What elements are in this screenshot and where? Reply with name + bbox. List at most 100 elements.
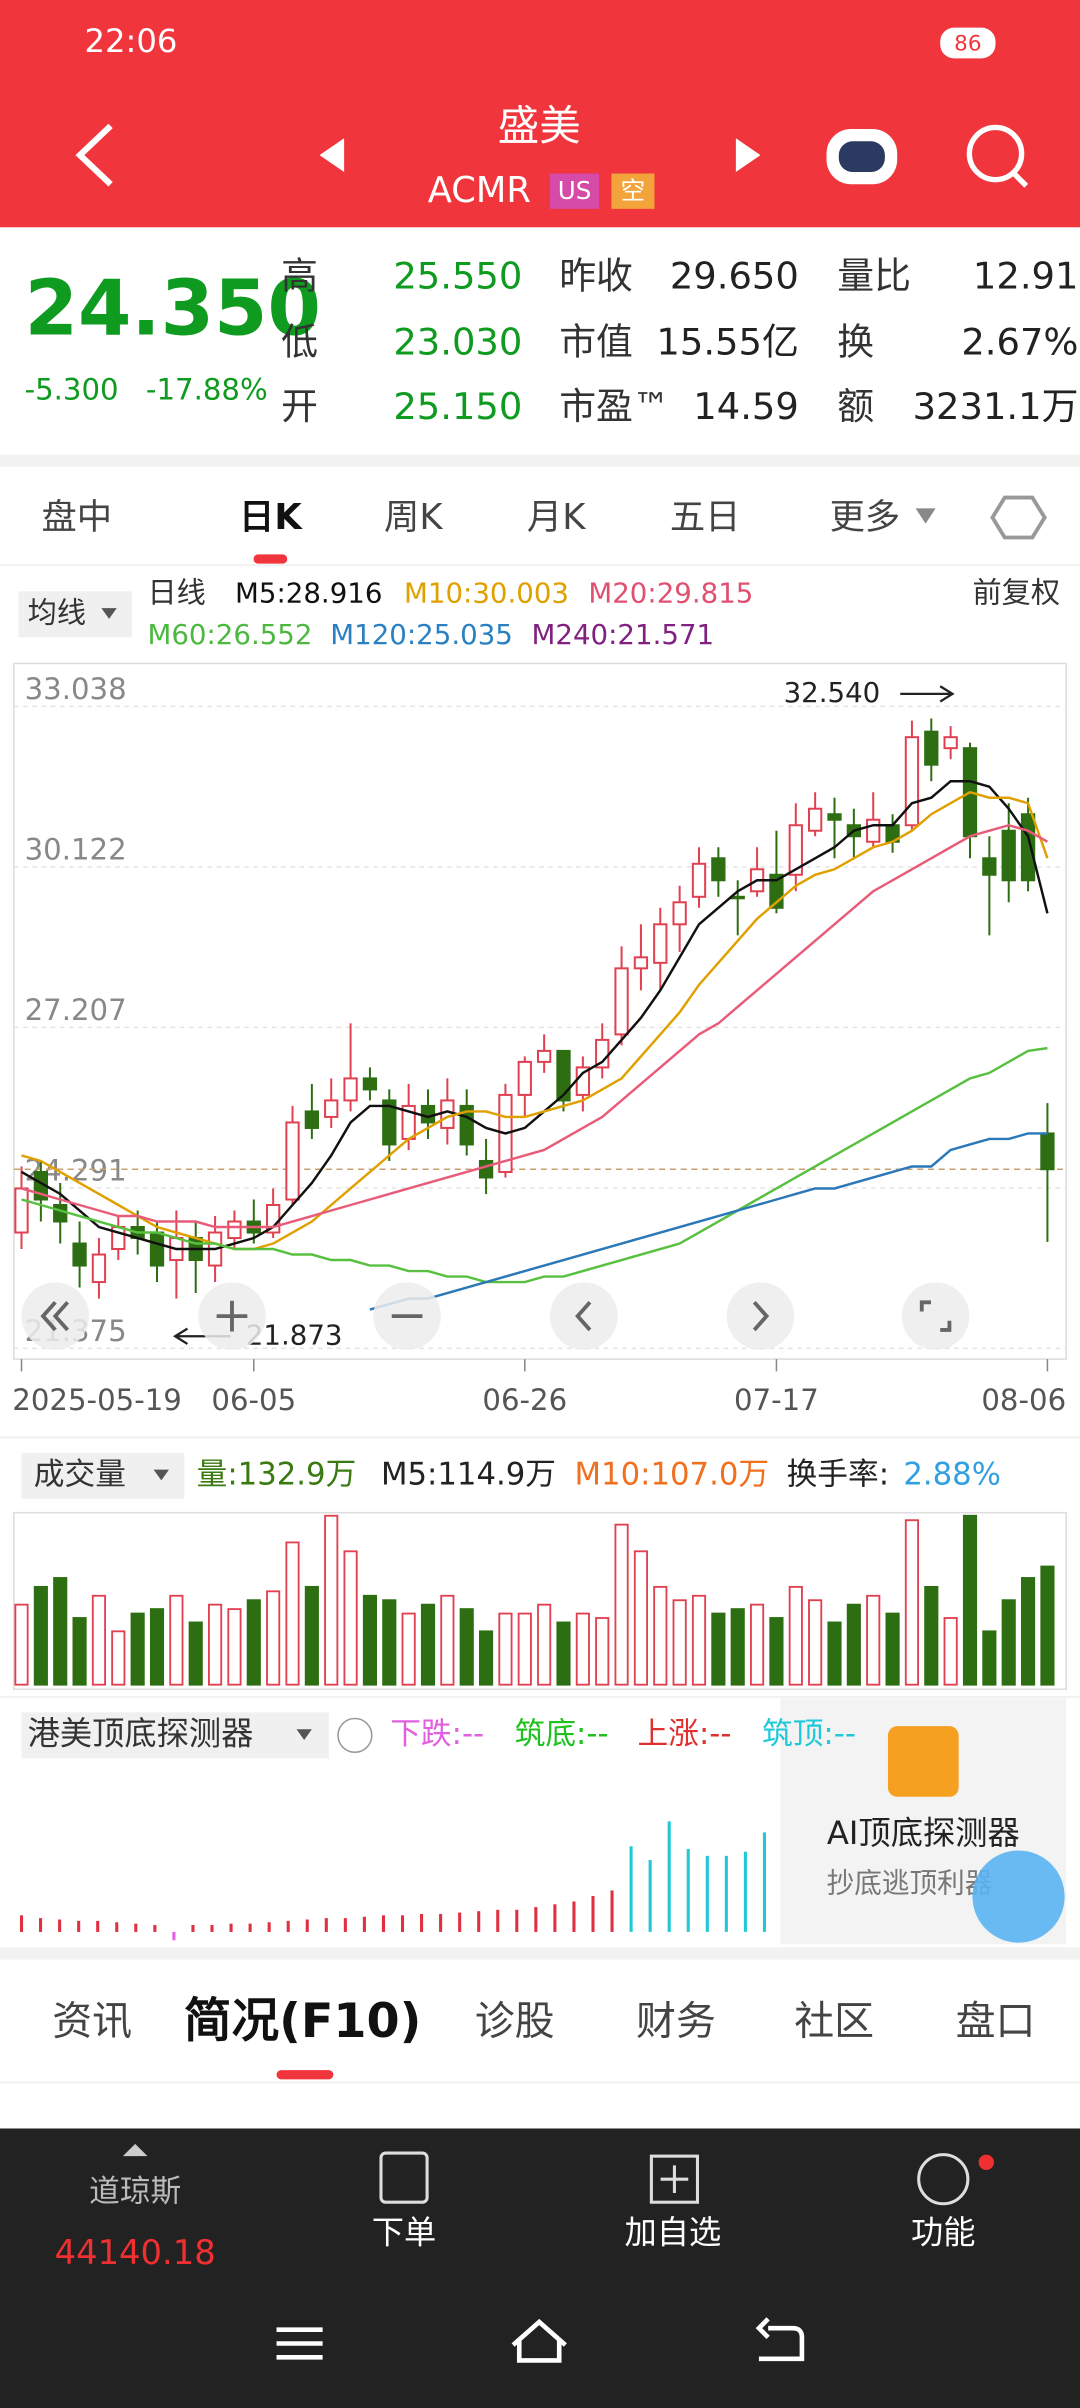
- tab-indicator: [253, 554, 288, 564]
- help-icon[interactable]: [337, 1717, 373, 1754]
- volume-bar: [246, 1599, 261, 1686]
- period-tab[interactable]: 盘中: [41, 497, 112, 538]
- badge-bg: [549, 173, 600, 209]
- period-tab[interactable]: 月K: [527, 497, 586, 538]
- ma-button[interactable]: [18, 591, 133, 638]
- volume-bar: [750, 1603, 765, 1686]
- info-tab[interactable]: 财务: [636, 1999, 716, 2045]
- volume-bar: [401, 1612, 416, 1686]
- control-btn[interactable]: [549, 1282, 618, 1350]
- period-tab[interactable]: 周K: [384, 497, 443, 538]
- candle-body: [285, 1121, 300, 1201]
- control-btn[interactable]: [726, 1282, 795, 1350]
- info-tab[interactable]: 盘口: [956, 1999, 1036, 2045]
- volume-bar: [866, 1594, 881, 1686]
- volume-bar: [691, 1594, 707, 1686]
- volume-legend-item: M5:114.9万: [381, 1456, 556, 1492]
- candle-body: [827, 813, 842, 821]
- period-tab[interactable]: 五日: [670, 497, 741, 538]
- candle-body: [91, 1253, 107, 1284]
- volume-bar: [498, 1612, 513, 1686]
- ai-subtitle: 抄底逃顶利器: [827, 1866, 993, 1899]
- volume-bar: [33, 1585, 48, 1686]
- ma-button-label[interactable]: 均线: [28, 595, 86, 629]
- detector-title[interactable]: 港美顶底探测器: [28, 1714, 254, 1752]
- divider: [0, 1947, 1080, 1960]
- field-label: 低: [281, 321, 318, 364]
- info-tab[interactable]: 资讯: [52, 1999, 132, 2045]
- sys-back[interactable]: [755, 2317, 805, 2362]
- volume-bar: [556, 1621, 571, 1686]
- sys-menu[interactable]: [276, 2327, 323, 2360]
- detector-legend: 上涨:--: [638, 1716, 732, 1752]
- search-icon[interactable]: [966, 124, 1025, 183]
- field-value: 23.030: [393, 321, 522, 364]
- nav-item[interactable]: 下单: [372, 2213, 437, 2251]
- volume-button-label[interactable]: 成交量: [34, 1456, 126, 1492]
- robot-face: [838, 141, 885, 172]
- field-label: 换: [837, 321, 874, 364]
- adjust-label[interactable]: 前复权: [972, 575, 1060, 609]
- volume-legend-item: 2.88%: [903, 1456, 1001, 1492]
- y-tick-label: 27.207: [25, 993, 127, 1027]
- index-value: 44140.18: [55, 2233, 216, 2272]
- x-tick-label: 07-17: [734, 1383, 819, 1417]
- nav-item[interactable]: 功能: [911, 2213, 976, 2251]
- volume-bar: [711, 1612, 726, 1686]
- volume-bar: [1001, 1599, 1016, 1686]
- detector-legend: 下跌:--: [390, 1716, 484, 1752]
- volume-bar: [14, 1603, 29, 1686]
- period-label: 日线: [147, 575, 205, 609]
- candle-body: [982, 857, 997, 876]
- chart-controls: [21, 1282, 970, 1350]
- volume-bar: [653, 1585, 668, 1686]
- settings-icon[interactable]: [990, 495, 1047, 540]
- volume-legend: 量:132.9万 M5:114.9万 M10:107.0万 换手率: 2.88%: [197, 1456, 1001, 1492]
- info-tab[interactable]: 诊股: [475, 1999, 555, 2045]
- candle-body: [788, 824, 803, 876]
- field-value: 25.150: [393, 385, 522, 428]
- volume-frame: [13, 1511, 1067, 1691]
- volume-bar: [769, 1617, 784, 1686]
- info-tab[interactable]: 社区: [794, 1999, 874, 2045]
- volume-bar: [324, 1514, 339, 1686]
- candle-body: [633, 956, 649, 970]
- battery-level: 86: [954, 32, 981, 57]
- volume-bar: [130, 1612, 145, 1686]
- period-tab[interactable]: 更多: [830, 497, 901, 538]
- control-btn[interactable]: [901, 1282, 970, 1350]
- ai-title[interactable]: AI顶底探测器: [827, 1814, 1020, 1852]
- nav-item[interactable]: 加自选: [625, 2213, 722, 2251]
- volume-bar: [382, 1599, 397, 1686]
- volume-bar: [672, 1599, 687, 1686]
- candle-body: [730, 895, 745, 900]
- next-stock[interactable]: [735, 138, 761, 172]
- ma-line: [21, 790, 1049, 1251]
- prev-stock[interactable]: [319, 138, 345, 172]
- volume-bar: [440, 1594, 455, 1686]
- info-tab[interactable]: 简况(F10): [184, 1994, 422, 2049]
- back-button[interactable]: [75, 123, 113, 187]
- candle-body: [904, 736, 920, 827]
- bulb-button[interactable]: [972, 1850, 1065, 1943]
- volume-bar: [788, 1585, 803, 1686]
- ma-line: [369, 1132, 1048, 1311]
- sys-home[interactable]: [511, 2318, 567, 2363]
- detector-button[interactable]: [21, 1712, 329, 1759]
- volume-bar: [208, 1603, 223, 1686]
- candle-body: [304, 1110, 320, 1129]
- candle-body: [517, 1060, 532, 1096]
- ma-value: M5:28.916: [235, 576, 382, 609]
- period-tabs: 盘中 日K 周K 月K 五日 更多: [41, 495, 1047, 564]
- candle-body: [440, 1099, 455, 1129]
- volume-button[interactable]: [21, 1452, 185, 1499]
- menu-icon: [917, 2153, 970, 2206]
- index-name[interactable]: 道琼斯: [89, 2174, 181, 2210]
- field-label: 开: [281, 385, 318, 428]
- candle-body: [614, 967, 629, 1036]
- period-tab[interactable]: 日K: [239, 497, 303, 538]
- badge-bg: [611, 173, 655, 209]
- candle-body: [711, 857, 726, 882]
- quote-fields: 高 25.550 低 23.030 开 25.150 昨收 29.650 市值 15.55亿市盈™…: [281, 254, 1078, 428]
- battery: [940, 27, 996, 59]
